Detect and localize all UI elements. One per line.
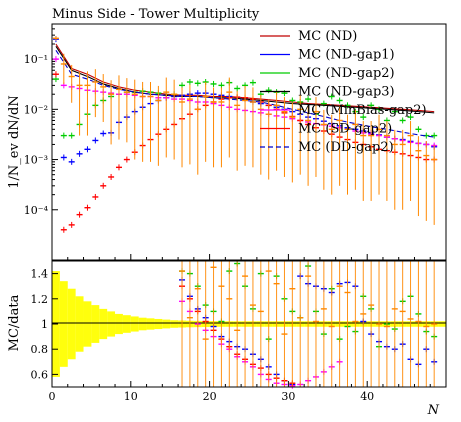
- ratio-axis-ticks: 0.6 0.8 1 1.2 1.4: [31, 268, 58, 381]
- x-tick-label: 30: [281, 390, 295, 403]
- ratio-band-bin: [154, 318, 163, 330]
- ratio-band-bin: [122, 315, 131, 333]
- main-frame: [51, 23, 447, 261]
- y-tick-label-ratio: 1.4: [31, 268, 49, 281]
- legend-label: MC (MinBias-gap2): [298, 103, 427, 118]
- y-tick-label-ratio: 0.8: [31, 343, 49, 356]
- ratio-band-bin: [115, 313, 123, 335]
- y-tick-label-ratio: 0.6: [31, 368, 49, 381]
- legend-label: MC (DD-gap2): [298, 140, 394, 155]
- y-tick-label-main: 10⁻³: [24, 154, 48, 167]
- y-tick-label-main: 10⁻¹: [24, 53, 48, 66]
- ratio-band-bin: [438, 321, 446, 327]
- y-tick-label-main: 10⁻⁴: [24, 204, 49, 217]
- ratio-band-bin: [83, 301, 92, 347]
- y-tick-label-ratio: 1: [41, 318, 48, 331]
- legend-label: MC (ND-gap1): [298, 48, 395, 63]
- x-axis: 0 10 20 30 40: [49, 254, 431, 403]
- ratio-band-bin: [107, 311, 116, 337]
- legend: MC (ND) MC (ND-gap1) MC (ND-gap2) MC (ND-ga…: [260, 29, 427, 155]
- x-tick-label: 20: [203, 390, 217, 403]
- ratio-band-bin: [146, 318, 155, 330]
- legend-label: MC (ND): [298, 29, 357, 44]
- main-panel: 10⁻¹10⁻²10⁻³10⁻⁴ MC (ND)MC (ND-gap1)MC (…: [24, 23, 447, 261]
- ratio-band-bin: [59, 281, 68, 367]
- ratio-band-bin: [75, 296, 84, 352]
- ratio-band-bin: [67, 288, 76, 360]
- y-tick-label-ratio: 1.2: [31, 293, 49, 306]
- y-tick-label-main: 10⁻²: [24, 103, 48, 116]
- x-tick-label: 10: [124, 390, 138, 403]
- ratio-band-bin: [91, 305, 100, 343]
- ratio-band-bin: [138, 317, 147, 331]
- ratio-series-layer: [179, 260, 438, 389]
- legend-label: MC (ND-gap3): [298, 85, 395, 100]
- main-axis-ticks: 10⁻¹ 10⁻² 10⁻³ 10⁻⁴: [24, 28, 58, 217]
- x-axis-label: N: [427, 403, 440, 418]
- main-series-layer: [52, 36, 438, 233]
- ratio-band-bin: [162, 319, 171, 329]
- legend-label: MC (ND-gap2): [298, 66, 395, 81]
- x-tick-label: 0: [49, 390, 56, 403]
- ratio-band-bin: [170, 320, 179, 328]
- ratio-panel: 0.6 0.8 1 1.2 1.4: [31, 260, 447, 389]
- ratio-band-bin: [99, 308, 108, 340]
- y-axis-label-main: 1/N_ev dN/dN: [7, 95, 22, 188]
- chart-title: Minus Side - Tower Multiplicity: [52, 7, 260, 22]
- y-axis-label-ratio: MC/data: [7, 294, 22, 351]
- x-tick-label: 40: [360, 390, 374, 403]
- ratio-band-bin: [130, 316, 139, 332]
- legend-label: MC (SD-gap2): [298, 122, 392, 137]
